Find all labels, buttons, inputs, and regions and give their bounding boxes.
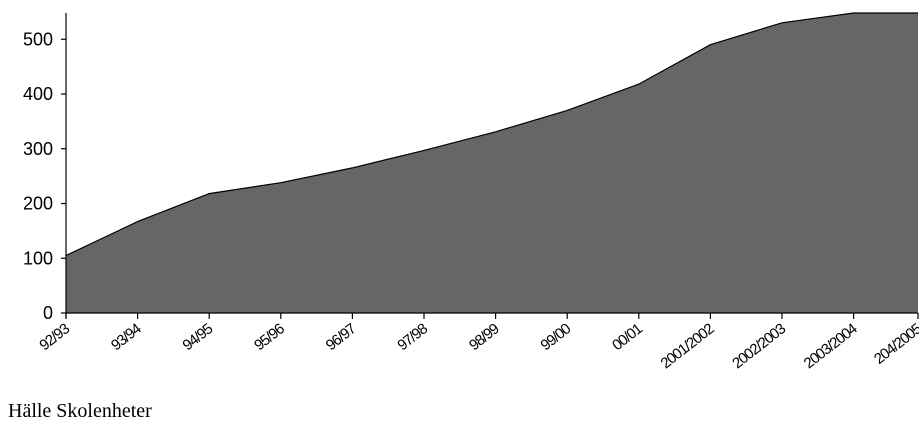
x-tick-label: 93/94 <box>108 320 145 354</box>
axes <box>61 13 919 319</box>
y-tick-label: 100 <box>23 248 53 268</box>
x-tick-label: 99/00 <box>538 320 575 354</box>
y-tick-label: 400 <box>23 84 53 104</box>
y-tick-label: 0 <box>43 303 53 323</box>
x-tick-labels: 92/93 93/94 94/95 95/96 96/97 97/98 98/99 99/00… <box>36 320 919 372</box>
y-tick-labels: 0 100 200 300 400 500 <box>23 29 53 323</box>
x-tick-label: 94/95 <box>180 320 217 354</box>
x-tick-label: 92/93 <box>36 320 73 354</box>
x-tick-label: 2003/2004 <box>801 320 861 372</box>
x-tick-label: 2002/2003 <box>729 320 789 372</box>
area-fill <box>66 13 918 313</box>
x-tick-label: 97/98 <box>394 320 431 354</box>
area-layer <box>65 12 918 313</box>
x-tick-label: 95/96 <box>251 320 288 354</box>
y-tick-label: 200 <box>23 194 53 214</box>
x-tick-label: 00/01 <box>609 320 646 354</box>
y-tick-label: 300 <box>23 139 53 159</box>
area-line <box>65 12 918 257</box>
x-tick-label: 2001/2002 <box>658 320 718 372</box>
y-tick-label: 500 <box>23 29 53 49</box>
x-tick-label: 98/99 <box>466 320 503 354</box>
x-tick-label: 96/97 <box>323 320 360 354</box>
x-tick-label: 204/2005 <box>871 320 919 367</box>
caption: Hälle Skolenheter <box>8 400 152 422</box>
